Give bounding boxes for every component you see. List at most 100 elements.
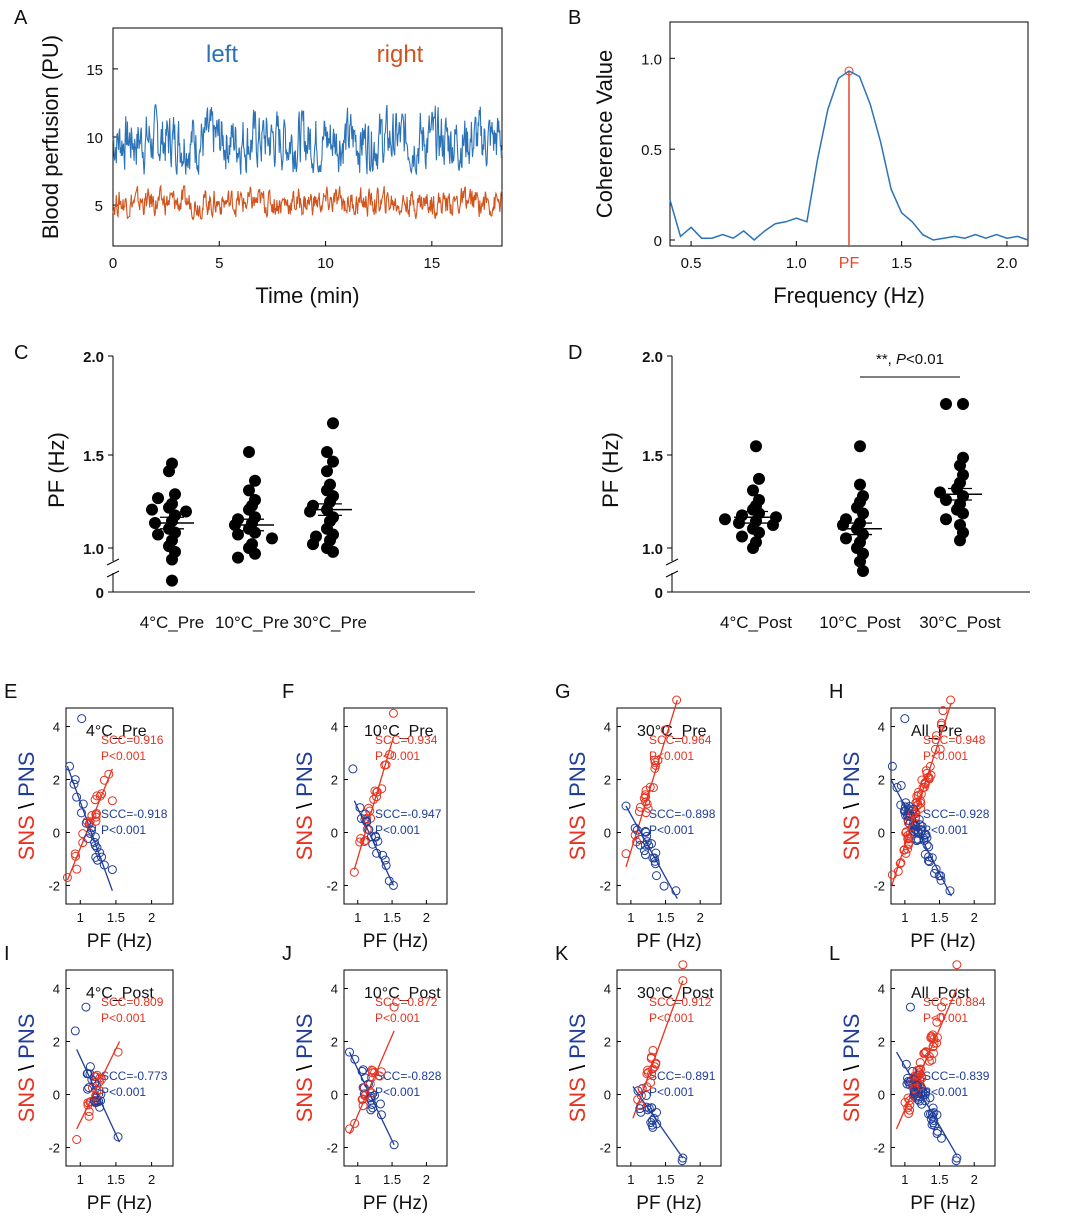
x-tick-label-b: 1.0: [786, 255, 807, 272]
sns-p-e: P<0.001: [101, 749, 146, 763]
pns-point-i: [84, 1083, 94, 1093]
pf-tick-label: PF: [839, 255, 860, 272]
pns-point-h: [936, 871, 946, 881]
panel-label-j: J: [282, 943, 292, 965]
data-point-d: [940, 398, 952, 410]
pns-point-g: [639, 846, 649, 856]
y-axis-title-g: SNS \ PNS: [565, 752, 590, 861]
pns-point-g: [642, 837, 652, 847]
sns-p-i: P<0.001: [101, 1011, 146, 1025]
pns-point-l: [951, 1156, 961, 1166]
y-axis-title-j: SNS \ PNS: [292, 1014, 317, 1123]
x-tick-label-k: 1.5: [656, 1172, 674, 1187]
x-axis-title-l: PF (Hz): [910, 1193, 975, 1214]
coherence-line: [669, 70, 1029, 241]
y-tick-label-i: 4: [53, 982, 60, 997]
pns-point-f: [373, 836, 383, 846]
sns-point-g: [641, 785, 651, 795]
panel-label-e: E: [4, 681, 17, 703]
plot-frame-j: [343, 969, 448, 1167]
pns-point-j: [359, 1089, 369, 1099]
sns-point-k: [646, 1052, 656, 1062]
pns-point-l: [901, 1059, 911, 1069]
pns-point-g: [640, 850, 650, 860]
category-label-d: 4°C_Post: [720, 613, 792, 632]
sns-point-l: [927, 1055, 937, 1065]
data-point-c: [327, 545, 339, 558]
x-tick-label-a: 0: [109, 255, 117, 272]
sns-point-e: [91, 809, 101, 819]
data-point-d: [854, 555, 866, 568]
pns-point-f: [381, 860, 391, 870]
data-point-d: [733, 517, 745, 530]
y-axis-title-b: Coherence Value: [592, 50, 617, 218]
sns-point-h: [920, 779, 930, 789]
pns-point-g: [632, 825, 642, 835]
pns-point-j: [344, 1047, 354, 1057]
sns-point-h: [924, 773, 934, 783]
pns-point-l: [928, 1118, 938, 1128]
x-axis-title-f: PF (Hz): [363, 931, 428, 952]
sns-point-k: [648, 1045, 658, 1055]
pns-point-i: [81, 1002, 91, 1012]
pns-point-l: [936, 1133, 946, 1143]
sns-point-f: [362, 813, 372, 823]
y-tick-label-h: 0: [878, 825, 885, 840]
data-point-c: [321, 465, 333, 478]
sns-point-f: [385, 750, 395, 760]
pns-point-e: [65, 761, 75, 771]
sns-scc-j: SCC=0.872: [375, 995, 438, 1009]
data-point-d: [719, 513, 731, 526]
y-tick-label-f: -2: [326, 878, 338, 893]
sns-point-j: [389, 1002, 399, 1012]
y-tick-label-g: -2: [599, 878, 611, 893]
pns-point-l: [907, 1066, 917, 1076]
pns-point-l: [928, 1103, 938, 1113]
data-point-c: [180, 505, 192, 518]
x-tick-label-f: 2: [423, 910, 430, 925]
y-tick-label-b: 1.0: [641, 51, 662, 68]
data-point-c: [243, 484, 255, 497]
pns-point-l: [920, 1096, 930, 1106]
sns-point-i: [84, 1111, 94, 1121]
data-point-c: [146, 503, 158, 516]
x-axis-title-i: PF (Hz): [87, 1193, 152, 1214]
sns-point-l: [903, 1093, 913, 1103]
pns-p-g: P<0.001: [649, 823, 694, 837]
sns-point-g: [672, 695, 682, 705]
pns-point-f: [348, 764, 358, 774]
pns-point-e: [99, 860, 109, 870]
y-tick-label-j: 0: [331, 1087, 338, 1102]
pns-point-g: [621, 801, 631, 811]
sns-point-j: [368, 1066, 378, 1076]
sns-point-e: [72, 864, 82, 874]
data-point-c: [321, 446, 333, 458]
data-point-c: [243, 446, 255, 458]
sns-point-l: [915, 1068, 925, 1078]
sns-point-l: [929, 1048, 939, 1058]
sns-point-l: [932, 1017, 942, 1027]
sns-point-l: [912, 1065, 922, 1075]
sns-point-l: [928, 1042, 938, 1052]
sns-point-e: [97, 789, 107, 799]
sns-p-h: P<0.001: [923, 749, 968, 763]
sns-point-h: [896, 858, 906, 868]
data-point-d: [854, 440, 866, 453]
x-axis-title-k: PF (Hz): [636, 1193, 701, 1214]
pns-point-e: [76, 808, 86, 818]
sns-point-g: [641, 808, 651, 818]
pns-point-f: [360, 814, 370, 824]
sns-point-k: [646, 1078, 656, 1088]
data-point-d: [753, 472, 765, 485]
pns-point-h: [923, 856, 933, 866]
panel-label-f: F: [282, 681, 294, 703]
pns-point-e: [90, 841, 100, 851]
sns-point-e: [92, 791, 102, 801]
y-axis-title-c: PF (Hz): [44, 432, 69, 508]
y-tick-label-e: -2: [48, 878, 60, 893]
pns-p-i: P<0.001: [101, 1085, 146, 1099]
pns-point-h: [924, 842, 934, 852]
sns-point-l: [905, 1096, 915, 1106]
sns-point-h: [938, 706, 948, 716]
x-tick-label-i: 1.5: [107, 1172, 125, 1187]
